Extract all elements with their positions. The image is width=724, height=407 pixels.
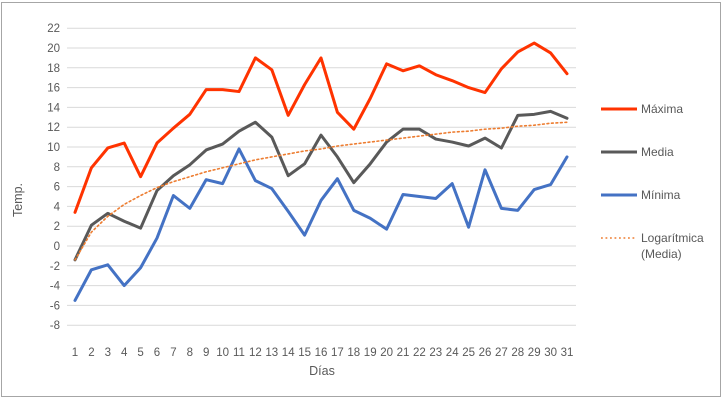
y-tick-label: 18 xyxy=(47,63,60,75)
series-line-minima[interactable] xyxy=(73,147,569,302)
x-tick-label: 3 xyxy=(105,347,111,359)
x-tick-label: 31 xyxy=(561,347,574,359)
series-line-media[interactable] xyxy=(73,109,569,262)
y-tick-label: -2 xyxy=(50,261,60,273)
y-tick-label: -6 xyxy=(50,300,60,312)
y-tick-label: 12 xyxy=(47,122,60,134)
x-tick-label: 25 xyxy=(462,347,475,359)
series-line-maxima[interactable] xyxy=(73,41,569,214)
x-tick-label: 20 xyxy=(380,347,393,359)
x-axis-title: Días xyxy=(309,364,335,378)
legend-label-trend-line2: (Media) xyxy=(641,247,682,261)
legend-item-maxima[interactable]: Máxima xyxy=(601,102,683,116)
x-tick-label: 7 xyxy=(170,347,176,359)
y-tick-label: 10 xyxy=(47,142,60,154)
x-tick-label: 9 xyxy=(203,347,209,359)
x-tick-label: 22 xyxy=(413,347,426,359)
x-tick-label: 26 xyxy=(479,347,492,359)
x-tick-label: 28 xyxy=(511,347,524,359)
x-tick-label: 15 xyxy=(298,347,311,359)
legend-item-trend[interactable]: Logarítmica (Media) xyxy=(601,231,704,261)
x-tick-label: 1 xyxy=(72,347,78,359)
x-tick-label: 5 xyxy=(137,347,143,359)
y-tick-label: 2 xyxy=(54,221,60,233)
series-line-trend[interactable] xyxy=(74,121,568,261)
x-tick-label: 2 xyxy=(88,347,94,359)
x-tick-label: 11 xyxy=(233,347,245,359)
x-tick-label: 29 xyxy=(528,347,541,359)
x-tick-label: 16 xyxy=(315,347,328,359)
x-tick-label: 14 xyxy=(282,347,295,359)
y-tick-label: 4 xyxy=(54,201,61,213)
x-tick-label: 24 xyxy=(446,347,459,359)
y-tick-label: 20 xyxy=(47,43,60,55)
y-tick-label: 0 xyxy=(54,241,60,253)
y-tick-label: 8 xyxy=(54,162,60,174)
y-tick-label: 14 xyxy=(47,102,60,114)
legend-item-minima[interactable]: Mínima xyxy=(601,188,681,202)
x-tick-label: 23 xyxy=(429,347,442,359)
legend-label-maxima: Máxima xyxy=(641,102,683,116)
x-tick-label: 10 xyxy=(216,347,229,359)
legend-item-media[interactable]: Media xyxy=(601,145,674,159)
x-tick-label: 6 xyxy=(154,347,160,359)
y-tick-label: 22 xyxy=(47,23,60,35)
y-tick-label: 6 xyxy=(54,182,60,194)
x-tick-label: 12 xyxy=(249,347,262,359)
x-tick-label: 8 xyxy=(187,347,193,359)
x-tick-label: 13 xyxy=(265,347,278,359)
x-tick-label: 4 xyxy=(121,347,128,359)
legend-label-media: Media xyxy=(641,145,674,159)
legend-label-trend-line1: Logarítmica xyxy=(641,231,704,245)
x-tick-label: 18 xyxy=(347,347,360,359)
x-tick-label: 19 xyxy=(364,347,377,359)
legend-label-minima: Mínima xyxy=(641,188,681,202)
y-axis-title: Temp. xyxy=(11,183,25,217)
y-tick-label: 16 xyxy=(47,83,60,95)
chart-border-frame xyxy=(1,2,721,397)
x-tick-label: 17 xyxy=(331,347,344,359)
y-tick-label: -8 xyxy=(50,320,60,332)
x-tick-label: 21 xyxy=(397,347,410,359)
x-tick-label: 30 xyxy=(544,347,557,359)
x-tick-label: 27 xyxy=(495,347,508,359)
y-tick-label: -4 xyxy=(50,281,61,293)
